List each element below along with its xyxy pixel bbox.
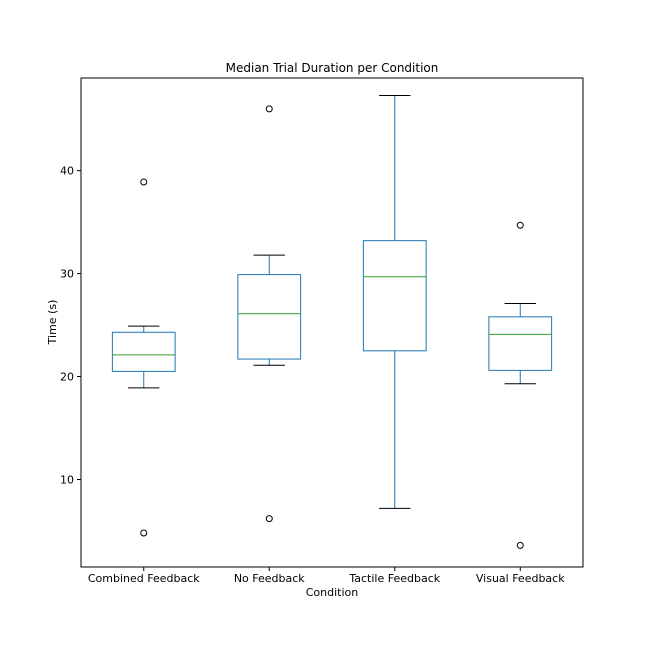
y-tick-label: 20 — [60, 371, 74, 384]
x-axis-label: Condition — [306, 586, 359, 599]
y-tick-label: 40 — [60, 165, 74, 178]
box-group-4 — [488, 221, 553, 549]
y-axis-label: Time (s) — [46, 300, 59, 346]
iqr-box — [362, 240, 427, 352]
outlier-point — [516, 541, 524, 549]
iqr-box — [237, 274, 302, 360]
axes-frame — [80, 77, 584, 568]
box-group-2 — [237, 105, 302, 523]
y-tick-label: 10 — [60, 473, 74, 486]
y-tick-label: 30 — [60, 268, 74, 281]
outlier-point — [140, 529, 148, 537]
chart-title: Median Trial Duration per Condition — [226, 61, 439, 75]
outlier-point — [265, 105, 273, 113]
x-tick-label: Combined Feedback — [88, 572, 200, 585]
iqr-box — [488, 316, 553, 371]
x-tick-label: Visual Feedback — [476, 572, 565, 585]
iqr-box — [111, 331, 176, 372]
plot-area — [111, 95, 553, 549]
box-group-1 — [111, 178, 176, 537]
outlier-point — [140, 178, 148, 186]
outlier-point — [516, 221, 524, 229]
x-tick-label: No Feedback — [234, 572, 305, 585]
x-axis: Combined Feedback No Feedback Tactile Feed… — [88, 567, 565, 585]
x-tick-label: Tactile Feedback — [348, 572, 440, 585]
box-group-3 — [362, 95, 427, 509]
y-axis: 10 20 30 40 — [60, 165, 81, 486]
outlier-point — [265, 515, 273, 523]
